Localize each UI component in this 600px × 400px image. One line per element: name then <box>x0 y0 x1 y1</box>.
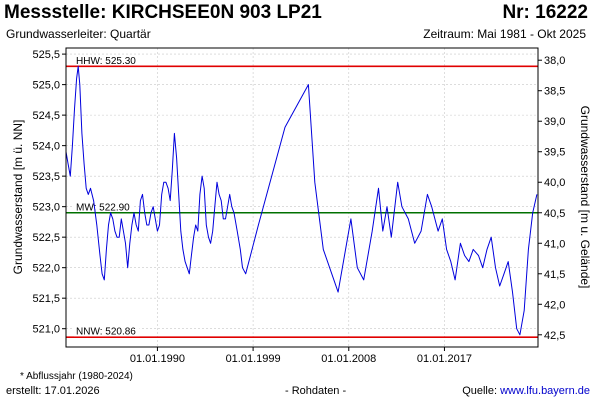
y-tick-label: 521,0 <box>32 324 60 336</box>
y-axis-label: Grundwasserstand [m ü. NN] <box>11 120 25 275</box>
y2-tick-label: 39,5 <box>544 147 565 159</box>
station-number: Nr: 16222 <box>502 2 588 23</box>
y-tick-label: 522,5 <box>32 232 60 244</box>
y2-tick-label: 39,0 <box>544 116 565 128</box>
period-label: Zeitraum: Mai 1981 - Okt 2025 <box>423 27 586 41</box>
groundwater-series-line <box>65 65 538 336</box>
y2-tick-label: 42,5 <box>544 330 565 342</box>
ref-label-mw: MW: 522.90 <box>76 202 130 213</box>
source-link[interactable]: www.lfu.bayern.de <box>500 385 590 397</box>
ref-label-nnw: NNW: 520.86 <box>76 327 136 338</box>
y2-tick-label: 41,0 <box>544 238 565 250</box>
ref-label-hhw: HHW: 525.30 <box>76 56 136 67</box>
x-tick-label: 01.01.2008 <box>321 353 376 365</box>
y-tick-label: 522,0 <box>32 263 60 275</box>
axes: 521,0 521,5 522,0 522,5 523,0 523,5 524,0 524,5… <box>32 49 565 365</box>
grid <box>66 48 538 347</box>
series-layer <box>65 65 538 336</box>
page-title: Messstelle: KIRCHSEE0N 903 LP21 <box>4 2 322 23</box>
plot-frame <box>65 47 539 348</box>
x-tick-label: 01.01.1990 <box>130 353 185 365</box>
y2-tick-label: 38,5 <box>544 86 565 98</box>
y-tick-label: 525,0 <box>32 80 60 92</box>
y2-tick-label: 42,0 <box>544 299 565 311</box>
ref-label-bg <box>74 55 140 66</box>
reference-lines: HHW: 525.30 MW: 522.90 NNW: 520.86 <box>66 55 538 339</box>
y-tick-label: 525,5 <box>32 49 60 61</box>
y-tick-label: 524,5 <box>32 110 60 122</box>
created-date: erstellt: 17.01.2026 <box>6 385 100 397</box>
footnote: * Abflussjahr (1980-2024) <box>20 371 133 382</box>
y2-tick-label: 38,0 <box>544 55 565 67</box>
x-tick-label: 01.01.2017 <box>417 353 472 365</box>
aquifer-label: Grundwasserleiter: Quartär <box>6 27 151 41</box>
y2-tick-label: 41,5 <box>544 269 565 281</box>
source-note: Quelle: www.lfu.bayern.de <box>462 385 590 397</box>
y-tick-label: 524,0 <box>32 141 60 153</box>
y2-tick-label: 40,5 <box>544 208 565 220</box>
ref-label-bg <box>74 201 134 212</box>
y-tick-label: 523,0 <box>32 202 60 214</box>
raw-data-note: - Rohdaten - <box>285 385 347 397</box>
ref-label-bg <box>74 326 140 337</box>
y-tick-label: 523,5 <box>32 171 60 183</box>
y-tick-label: 521,5 <box>32 293 60 305</box>
source-label: Quelle: <box>462 385 501 397</box>
y2-axis-label: Grundwasserstand [m u. Gelände] <box>578 106 592 289</box>
x-tick-label: 01.01.1999 <box>226 353 281 365</box>
y2-tick-label: 40,0 <box>544 177 565 189</box>
